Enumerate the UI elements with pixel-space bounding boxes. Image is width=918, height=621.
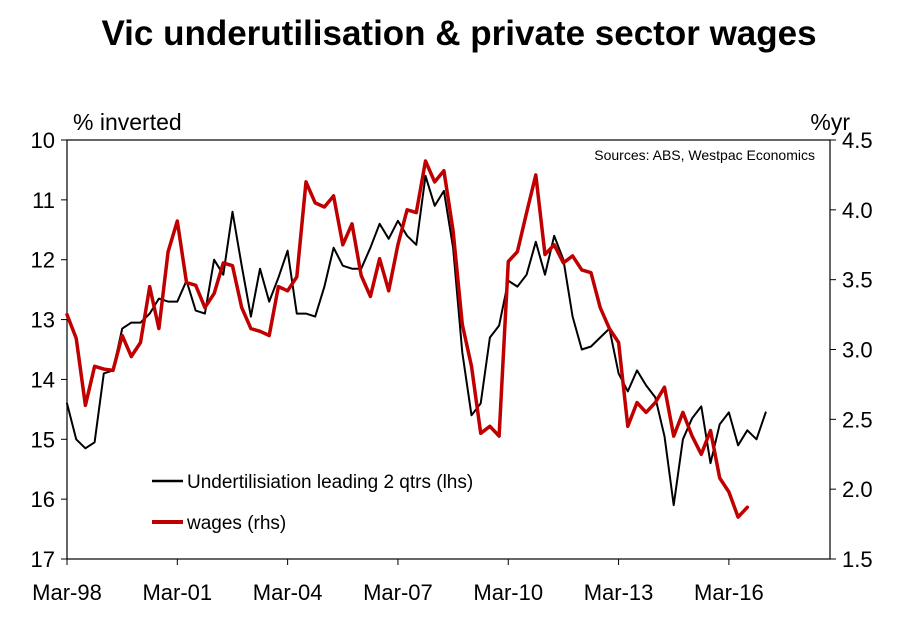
y-right-tick-label: 2.0 bbox=[842, 477, 873, 502]
y-right-tick-label: 3.5 bbox=[842, 268, 873, 293]
y-left-tick-label: 11 bbox=[32, 188, 55, 213]
y-right-tick-label: 3.0 bbox=[842, 338, 873, 363]
y-right-tick-label: 1.5 bbox=[842, 547, 873, 572]
y-left-tick-label: 10 bbox=[31, 128, 55, 153]
source-note: Sources: ABS, Westpac Economics bbox=[594, 147, 815, 163]
y-right-tick-label: 4.0 bbox=[842, 198, 873, 223]
x-tick-label: Mar-13 bbox=[584, 580, 654, 605]
y-left-tick-label: 16 bbox=[31, 487, 55, 512]
y-left-axis-label: % inverted bbox=[73, 109, 182, 135]
y-left-tick-label: 15 bbox=[31, 427, 55, 452]
x-tick-label: Mar-07 bbox=[363, 580, 433, 605]
y-right-axis-label: %yr bbox=[810, 109, 850, 135]
series-wages-line bbox=[65, 159, 750, 519]
x-tick-label: Mar-16 bbox=[694, 580, 764, 605]
series-undertilisiation-line bbox=[66, 174, 767, 507]
y-right-tick-label: 4.5 bbox=[842, 128, 873, 153]
legend: Undertilisiation leading 2 qtrs (lhs) wa… bbox=[152, 472, 473, 534]
chart-title: Vic underutilisation & private sector wa… bbox=[101, 14, 817, 53]
y-left-tick-label: 17 bbox=[31, 547, 55, 572]
y-left-tick-label: 14 bbox=[31, 367, 55, 392]
y-right-tick-label: 2.5 bbox=[842, 407, 873, 432]
y-left-tick-label: 12 bbox=[31, 248, 55, 273]
x-tick-label: Mar-10 bbox=[473, 580, 543, 605]
y-left-tick-label: 13 bbox=[31, 308, 55, 333]
legend-label-wages: wages (rhs) bbox=[186, 513, 286, 534]
legend-label-undertilisiation: Undertilisiation leading 2 qtrs (lhs) bbox=[187, 472, 473, 493]
x-tick-label: Mar-98 bbox=[32, 580, 102, 605]
x-tick-label: Mar-04 bbox=[253, 580, 323, 605]
x-tick-label: Mar-01 bbox=[142, 580, 212, 605]
